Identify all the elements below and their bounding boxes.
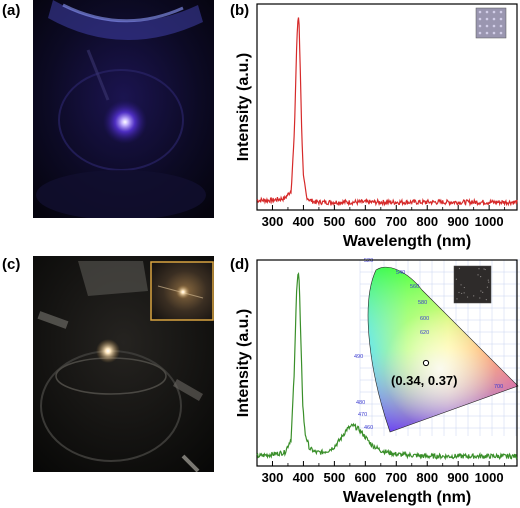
cie-wavelength-tick: 480 [356, 400, 365, 406]
cie-wavelength-tick: 460 [364, 425, 373, 431]
cie-diagram: (0.34, 0.37) 520 540 560 580 600 620 700 490 480… [354, 258, 520, 436]
chart-b-x-tick-label: 500 [324, 214, 346, 229]
chart-d-y-axis-label: Intensity (a.u.) [235, 309, 252, 417]
chart-b-x-tick-label: 700 [385, 214, 407, 229]
cie-wavelength-tick: 560 [410, 284, 419, 290]
chart-d-x-tick-label: 800 [416, 470, 438, 485]
panel-label-b: (b) [230, 2, 250, 19]
cie-wavelength-tick: 700 [494, 384, 503, 390]
chart-d-x-axis-label: Wavelength (nm) [343, 489, 471, 506]
chart-b-x-tick-label: 900 [447, 214, 469, 229]
cie-wavelength-tick: 490 [354, 354, 363, 360]
chart-d-axes-frame [256, 259, 518, 467]
chart-d-x-tick-label: 700 [385, 470, 407, 485]
chart-d-x-tick-label: 500 [324, 470, 346, 485]
chart-d-series-line [256, 272, 518, 461]
panel-label-a: (a) [2, 2, 21, 19]
chart-b-x-tick-label: 300 [262, 214, 284, 229]
chart-d-green-spectrum: (0.34, 0.37) 520 540 560 580 600 620 700 490 480… [235, 258, 520, 506]
chart-d-inset-image [453, 265, 492, 304]
photo-c-white-emission [33, 256, 214, 472]
cie-wavelength-tick: 520 [364, 258, 373, 264]
photo-a-uv-emission [33, 0, 214, 218]
chart-b-series-line [256, 17, 518, 207]
panel-label-c: (c) [2, 256, 21, 273]
panel-label-d: (d) [230, 256, 250, 273]
cie-wavelength-tick: 470 [358, 412, 367, 418]
cie-wavelength-tick: 600 [420, 316, 429, 322]
chart-b-red-spectrum: 300 400 500 600 700 800 900 1000 Wavelength (nm)… [235, 3, 518, 250]
chart-d-x-tick-label: 300 [262, 470, 284, 485]
cie-coordinate-label: (0.34, 0.37) [391, 373, 458, 388]
cie-wavelength-tick: 540 [396, 270, 405, 276]
chart-b-x-tick-label: 400 [293, 214, 315, 229]
chart-d-x-tick-label: 400 [293, 470, 315, 485]
chart-b-axes-frame [256, 3, 518, 211]
chart-b-x-tick-label: 600 [354, 214, 376, 229]
chart-b-x-tick-label: 1000 [475, 214, 504, 229]
cie-wavelength-tick: 620 [420, 330, 429, 336]
chart-b-inset-image [475, 7, 507, 39]
chart-b-x-axis-label: Wavelength (nm) [343, 233, 471, 250]
chart-b-x-tick-label: 800 [416, 214, 438, 229]
chart-d-x-tick-label: 1000 [475, 470, 504, 485]
cie-coordinate-marker [422, 359, 430, 367]
chart-d-x-tick-label: 900 [447, 470, 469, 485]
chart-d-x-tick-label: 600 [354, 470, 376, 485]
cie-wavelength-tick: 580 [418, 300, 427, 306]
chart-b-y-axis-label: Intensity (a.u.) [235, 53, 252, 161]
